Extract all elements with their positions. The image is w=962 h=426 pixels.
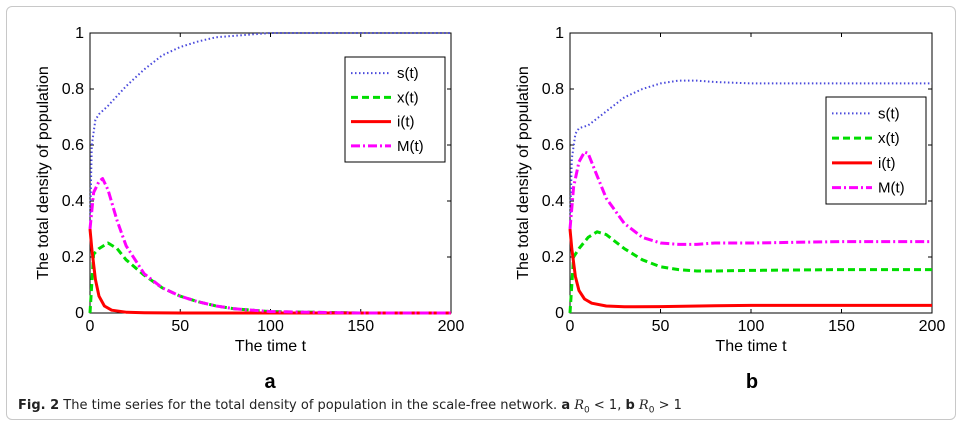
panel-label: a bbox=[264, 371, 276, 393]
series-line-Mt bbox=[88, 177, 451, 315]
figure-frame bbox=[6, 6, 956, 420]
series-line-xt bbox=[568, 230, 932, 314]
caption-part-a-label: a bbox=[561, 398, 571, 413]
caption-part-b-symbol: R bbox=[638, 398, 649, 413]
legend-box bbox=[825, 96, 927, 205]
y-tick-label: 0.2 bbox=[62, 249, 84, 266]
y-tick-label: 0 bbox=[555, 305, 564, 322]
series-line-it bbox=[88, 228, 451, 315]
legend-entry-label: x(t) bbox=[878, 130, 900, 147]
series-line-Mt bbox=[568, 150, 932, 246]
series-line-xt bbox=[88, 241, 451, 315]
y-tick-label: 0.6 bbox=[62, 137, 84, 154]
x-axis-label: The time t bbox=[235, 338, 307, 355]
caption-part-b-relation: > 1 bbox=[654, 398, 682, 413]
legend-entry-label: i(t) bbox=[878, 155, 896, 172]
caption-part-b-label: b bbox=[625, 398, 635, 413]
y-tick-label: 0.4 bbox=[62, 193, 84, 210]
y-tick-label: 0.8 bbox=[542, 81, 564, 98]
y-axis-label: The total density of population bbox=[35, 66, 52, 279]
x-tick-label: 50 bbox=[171, 318, 189, 335]
x-tick-label: 0 bbox=[566, 318, 575, 335]
x-tick-label: 100 bbox=[738, 318, 765, 335]
caption-part-a-relation: < 1, bbox=[589, 398, 622, 413]
caption-fig-label: Fig. 2 bbox=[18, 398, 60, 413]
y-tick-label: 1 bbox=[555, 25, 564, 42]
legend: s(t) x(t) i(t) M(t) bbox=[344, 56, 446, 163]
panel-label: b bbox=[746, 371, 758, 393]
y-tick-label: 0.6 bbox=[542, 137, 564, 154]
legend-entry-label: M(t) bbox=[878, 180, 905, 197]
y-tick-label: 1 bbox=[75, 25, 84, 42]
caption-text: The time series for the total density of… bbox=[63, 398, 558, 413]
legend-entry-label: s(t) bbox=[878, 105, 900, 122]
y-axis-label: The total density of population bbox=[515, 66, 532, 279]
x-tick-label: 200 bbox=[438, 318, 465, 335]
legend: s(t) x(t) i(t) M(t) bbox=[825, 96, 927, 205]
series-line-it bbox=[568, 228, 932, 309]
chart-panel-a: 0 50 100 150 200 0 0.2 0.4 0.6 0.8 1 The time t The … bbox=[35, 25, 464, 393]
chart-panel-b: 0 50 100 150 200 0 0.2 0.4 0.6 0.8 1 The time t The … bbox=[515, 25, 945, 393]
series-line-st bbox=[569, 79, 932, 230]
x-tick-label: 50 bbox=[652, 318, 670, 335]
legend-box bbox=[344, 56, 446, 163]
x-tick-label: 200 bbox=[919, 318, 946, 335]
legend-entry-label: s(t) bbox=[397, 65, 419, 82]
legend-entry-label: i(t) bbox=[397, 114, 415, 131]
x-tick-label: 0 bbox=[86, 318, 95, 335]
y-tick-label: 0.4 bbox=[542, 193, 564, 210]
x-tick-label: 100 bbox=[257, 318, 284, 335]
caption-part-b-subscript: 0 bbox=[648, 405, 655, 416]
x-tick-label: 150 bbox=[828, 318, 855, 335]
x-tick-label: 150 bbox=[347, 318, 374, 335]
legend-entry-label: x(t) bbox=[397, 89, 419, 106]
x-axis-label: The time t bbox=[715, 338, 787, 355]
caption-part-a-symbol: R bbox=[574, 398, 585, 413]
figure-caption: Fig. 2 The time series for the total den… bbox=[18, 398, 682, 416]
caption-part-a-subscript: 0 bbox=[584, 405, 590, 416]
legend-entry-label: M(t) bbox=[397, 138, 424, 155]
y-tick-label: 0 bbox=[75, 305, 84, 322]
y-tick-label: 0.8 bbox=[62, 81, 84, 98]
y-tick-label: 0.2 bbox=[542, 249, 564, 266]
